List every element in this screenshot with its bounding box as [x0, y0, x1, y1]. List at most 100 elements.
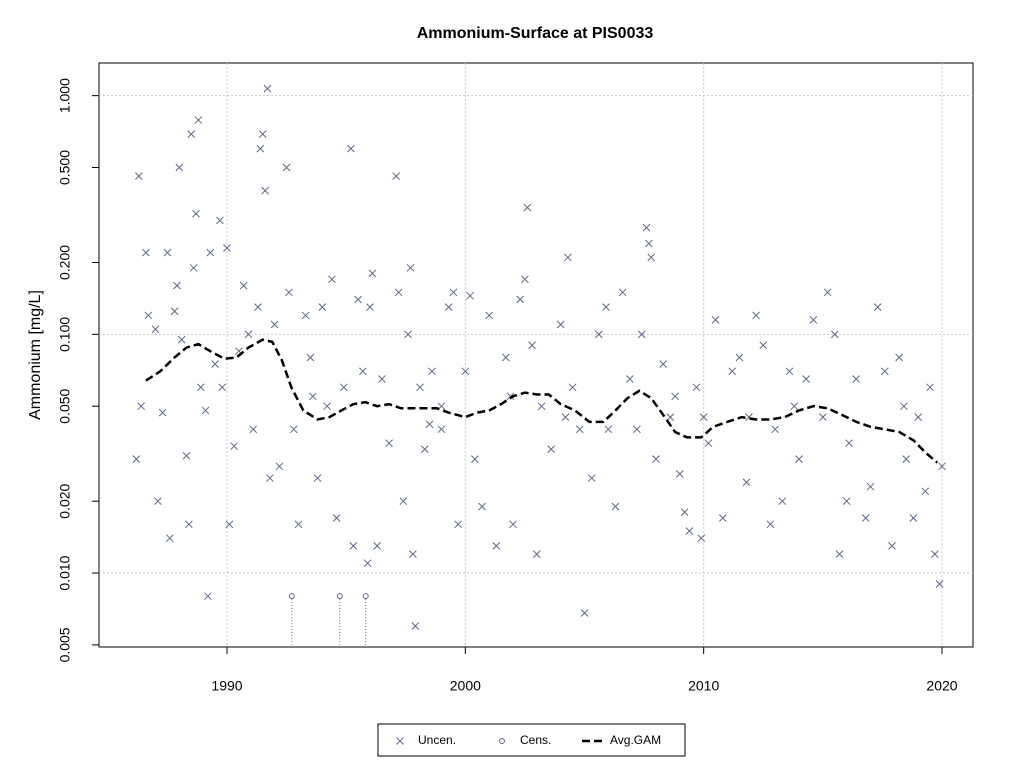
uncensored-point — [785, 367, 794, 376]
uncensored-point — [289, 425, 298, 434]
uncensored-point — [416, 383, 424, 392]
uncensored-point — [742, 478, 751, 487]
uncensored-point — [154, 497, 162, 506]
uncensored-point — [471, 455, 479, 464]
uncensored-point — [437, 425, 446, 434]
uncensored-point — [895, 353, 903, 362]
uncensored-point — [223, 244, 231, 252]
uncensored-point — [766, 520, 775, 529]
uncensored-point — [618, 288, 627, 297]
uncensored-point — [404, 330, 412, 339]
uncensored-point — [173, 281, 181, 290]
y-tick-label: 0.050 — [57, 388, 73, 423]
uncensored-point — [759, 341, 768, 350]
uncensored-point — [675, 470, 684, 478]
uncensored-point — [201, 406, 210, 415]
uncensored-point — [823, 288, 832, 297]
uncensored-point — [671, 392, 679, 401]
uncensored-point — [196, 383, 205, 392]
uncensored-point — [873, 303, 882, 311]
uncensored-point — [752, 311, 760, 320]
uncensored-point — [266, 474, 274, 482]
uncensored-point — [523, 203, 532, 212]
uncensored-point — [137, 402, 146, 411]
uncensored-point — [358, 367, 367, 376]
uncensored-point — [594, 330, 603, 339]
uncensored-point — [363, 559, 372, 568]
uncensored-point — [861, 514, 870, 522]
legend-symbol — [499, 738, 505, 744]
uncensored-point — [332, 514, 341, 522]
uncensored-point — [323, 402, 331, 411]
x-tick-label: 1990 — [211, 678, 242, 694]
uncensored-point — [347, 144, 355, 153]
uncensored-point — [399, 497, 408, 506]
uncensored-point — [680, 508, 689, 516]
uncensored-point — [659, 360, 668, 369]
uncensored-point — [256, 144, 265, 153]
uncensored-point — [285, 288, 293, 297]
uncensored-point — [532, 550, 541, 559]
chart-title: Ammonium-Surface at PIS0033 — [417, 25, 654, 42]
y-tick-label: 0.020 — [57, 483, 73, 518]
uncensored-point — [492, 541, 501, 550]
uncensored-point — [611, 502, 620, 511]
uncensored-point — [900, 402, 908, 411]
uncensored-point — [373, 541, 381, 550]
uncensored-point — [842, 497, 851, 506]
uncensored-point — [718, 514, 727, 522]
uncensored-point — [516, 295, 525, 304]
y-tick-label: 0.100 — [57, 317, 73, 352]
uncensored-point — [349, 541, 358, 550]
uncensored-point — [926, 383, 934, 392]
y-tick-label: 1.000 — [57, 78, 73, 113]
uncensored-point — [697, 534, 706, 543]
uncensored-point — [294, 520, 303, 529]
uncensored-point — [556, 320, 565, 329]
uncensored-point — [406, 263, 415, 272]
uncensored-point — [258, 130, 267, 138]
uncensored-point — [339, 383, 348, 392]
uncensored-point — [809, 315, 818, 324]
uncensored-point — [704, 439, 713, 448]
uncensored-point — [189, 263, 198, 272]
uncensored-point — [647, 253, 656, 262]
uncensored-point — [185, 520, 193, 529]
uncensored-point — [165, 534, 174, 543]
uncensored-point — [132, 455, 141, 464]
uncensored-point — [211, 360, 219, 369]
uncensored-point — [254, 303, 262, 311]
uncensored-point — [931, 550, 939, 559]
uncensored-point — [835, 550, 844, 559]
uncensored-point — [204, 592, 212, 601]
uncensored-point — [845, 439, 853, 448]
legend-label: Uncen. — [418, 733, 456, 747]
y-axis-label: Ammonium [mg/L] — [27, 290, 44, 420]
uncensored-point — [428, 367, 436, 376]
uncensored-point — [902, 455, 911, 464]
uncensored-point — [528, 341, 536, 350]
uncensored-point — [244, 330, 253, 339]
uncensored-point — [501, 353, 510, 362]
uncensored-point — [175, 163, 184, 172]
x-tick-label: 2010 — [688, 678, 719, 694]
uncensored-point — [563, 253, 572, 262]
uncensored-point — [378, 375, 386, 383]
uncensored-point — [537, 402, 546, 411]
uncensored-point — [637, 330, 646, 339]
uncensored-point — [880, 367, 889, 376]
uncensored-point — [163, 248, 172, 257]
uncensored-point — [830, 330, 839, 339]
uncensored-point — [568, 383, 577, 392]
uncensored-point — [485, 311, 494, 320]
uncensored-point — [466, 291, 474, 300]
uncensored-point — [645, 239, 653, 248]
x-tick-label: 2020 — [926, 678, 957, 694]
uncensored-point — [134, 172, 143, 180]
uncensored-point — [249, 425, 258, 434]
uncensored-point — [182, 451, 191, 460]
uncensored-point — [215, 216, 224, 225]
gam-line — [145, 338, 939, 464]
uncensored-point — [666, 413, 675, 421]
uncensored-point — [411, 622, 420, 630]
